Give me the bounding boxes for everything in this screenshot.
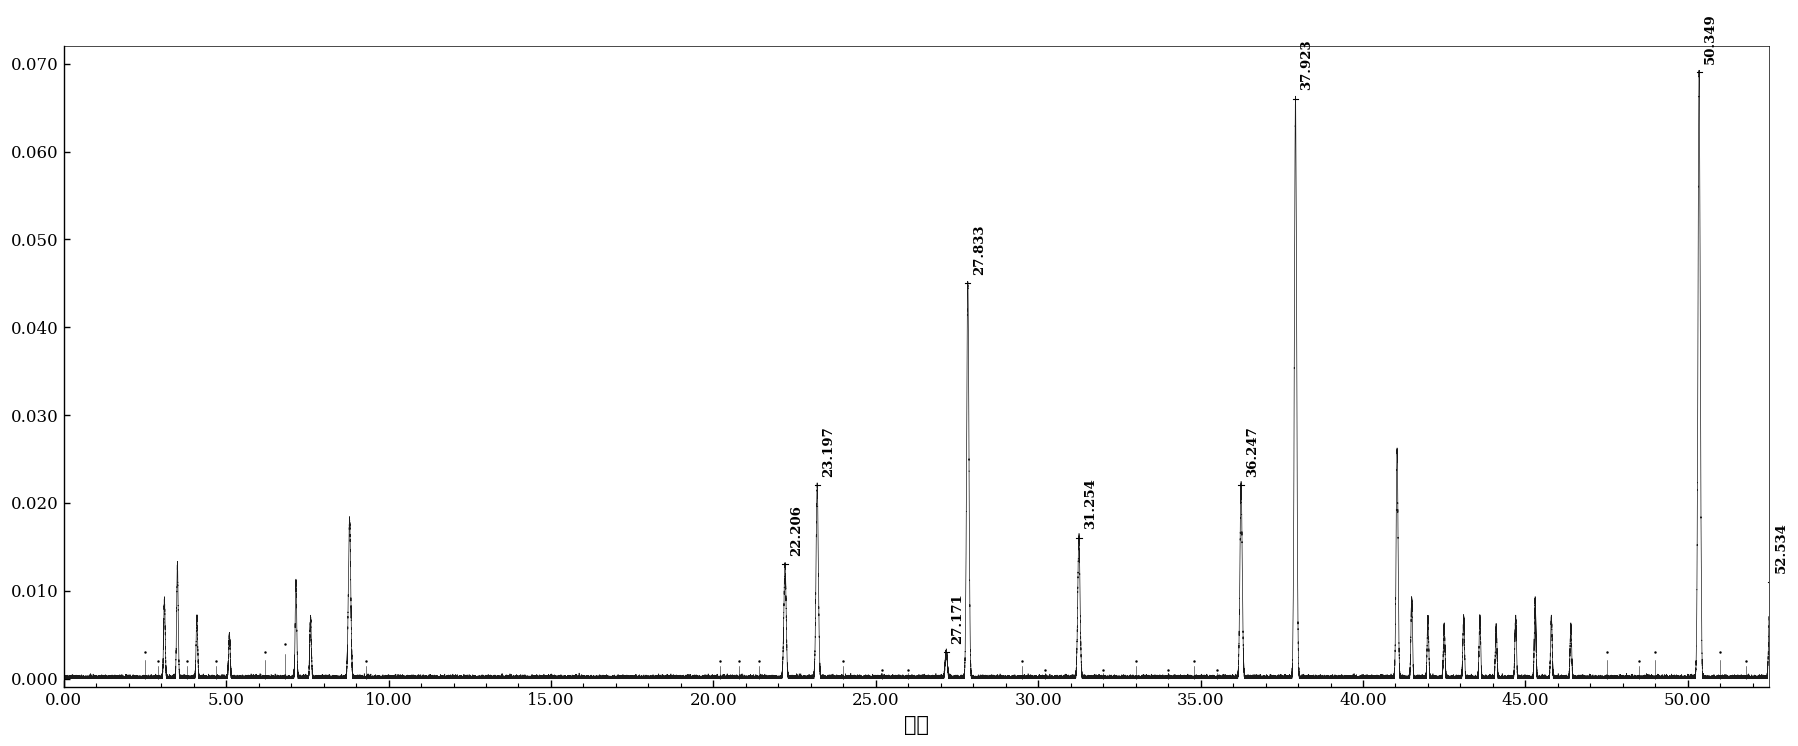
Text: 27.171: 27.171 [951,593,964,644]
Text: 50.349: 50.349 [1705,13,1717,63]
Text: 23.197: 23.197 [822,426,834,477]
X-axis label: 分钟: 分钟 [904,715,930,735]
Text: 36.247: 36.247 [1246,426,1259,477]
Text: 31.254: 31.254 [1084,478,1097,530]
Text: 22.206: 22.206 [789,505,804,556]
Text: 52.534: 52.534 [1775,522,1787,573]
Text: 37.923: 37.923 [1300,40,1313,90]
Text: 27.833: 27.833 [973,224,985,275]
